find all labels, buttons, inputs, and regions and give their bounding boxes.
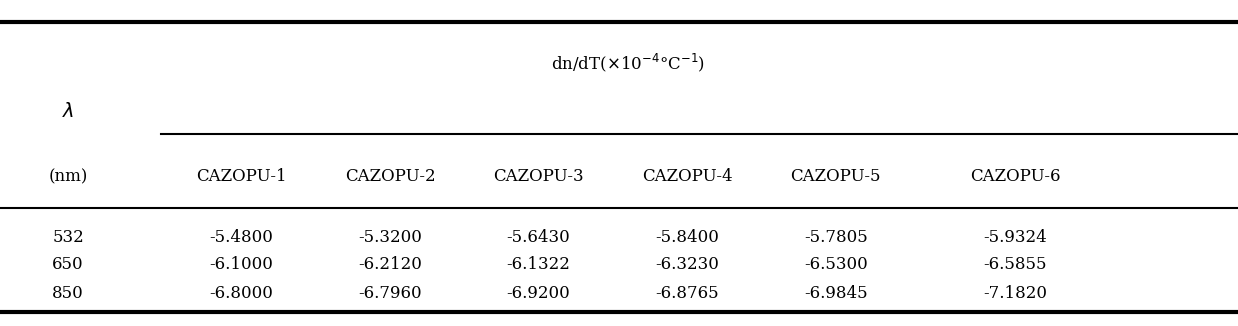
Text: CAZOPU-4: CAZOPU-4 [641, 168, 733, 185]
Text: -7.1820: -7.1820 [983, 285, 1047, 302]
Text: -5.7805: -5.7805 [803, 229, 868, 246]
Text: -5.3200: -5.3200 [358, 229, 422, 246]
Text: -6.8000: -6.8000 [209, 285, 274, 302]
Text: CAZOPU-6: CAZOPU-6 [969, 168, 1061, 185]
Text: CAZOPU-5: CAZOPU-5 [790, 168, 881, 185]
Text: -6.1000: -6.1000 [209, 256, 274, 274]
Text: -5.6430: -5.6430 [506, 229, 571, 246]
Text: -6.9200: -6.9200 [506, 285, 571, 302]
Text: CAZOPU-3: CAZOPU-3 [493, 168, 584, 185]
Text: -6.1322: -6.1322 [506, 256, 571, 274]
Text: -6.2120: -6.2120 [358, 256, 422, 274]
Text: -6.8765: -6.8765 [655, 285, 719, 302]
Text: 850: 850 [52, 285, 84, 302]
Text: (nm): (nm) [48, 168, 88, 185]
Text: CAZOPU-1: CAZOPU-1 [196, 168, 287, 185]
Text: 650: 650 [52, 256, 84, 274]
Text: -6.5855: -6.5855 [983, 256, 1047, 274]
Text: -6.7960: -6.7960 [358, 285, 422, 302]
Text: dn/dT($\times$10$^{-4}$°C$^{-1}$): dn/dT($\times$10$^{-4}$°C$^{-1}$) [551, 51, 706, 74]
Text: 532: 532 [52, 229, 84, 246]
Text: CAZOPU-2: CAZOPU-2 [344, 168, 436, 185]
Text: -5.8400: -5.8400 [655, 229, 719, 246]
Text: -5.9324: -5.9324 [983, 229, 1047, 246]
Text: -6.9845: -6.9845 [803, 285, 868, 302]
Text: -6.3230: -6.3230 [655, 256, 719, 274]
Text: -5.4800: -5.4800 [209, 229, 274, 246]
Text: -6.5300: -6.5300 [803, 256, 868, 274]
Text: $\lambda$: $\lambda$ [62, 102, 74, 121]
